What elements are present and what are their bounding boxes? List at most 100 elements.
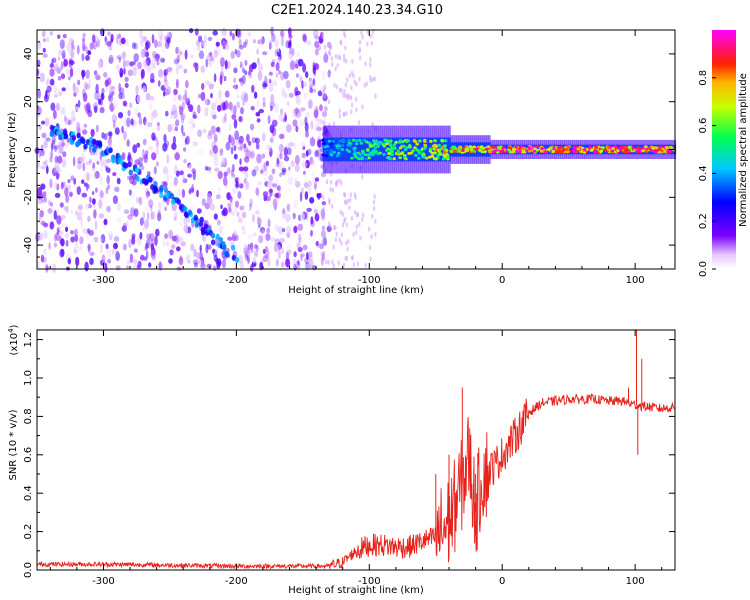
spectrogram-noise-blob (318, 118, 324, 125)
spectrogram-noise-blob (201, 39, 207, 48)
spectrogram-noise-blob (313, 208, 318, 215)
carrier-blob (394, 140, 398, 144)
spectrogram-noise-blob (304, 191, 309, 200)
spectrogram-noise-blob (297, 223, 304, 231)
spectrogram-noise-blob (295, 125, 299, 133)
spectrogram-noise-blob (207, 133, 213, 140)
carrier-blob (382, 152, 386, 156)
spectrogram-noise-blob (359, 235, 362, 241)
spectrogram-noise-blob (83, 45, 88, 51)
spectrogram-noise-blob (276, 47, 280, 53)
spectrogram-noise-blob (330, 56, 334, 62)
spectrogram-noise-blob (140, 48, 146, 58)
carrier-blob (389, 139, 393, 143)
spectrogram-noise-blob (299, 191, 303, 202)
spectrogram-noise-blob (82, 92, 88, 103)
spectrogram-track-blob (123, 162, 129, 169)
spectrogram-noise-blob (262, 51, 268, 56)
spectrogram-noise-blob (295, 181, 301, 188)
spectrogram-noise-blob (280, 261, 285, 268)
spectrogram-noise-blob (245, 179, 248, 189)
carrier-blob (340, 148, 345, 151)
carrier-blob (469, 148, 474, 151)
spectrogram-noise-blob (243, 149, 247, 155)
spectrogram-noise-blob (328, 221, 331, 227)
spectrogram-noise-blob (272, 119, 278, 128)
spectrogram-noise-blob (154, 235, 158, 246)
spectrogram-noise-blob (301, 160, 307, 169)
spectrogram-noise-blob (304, 116, 308, 126)
spectrogram-noise-blob (233, 67, 238, 74)
spectrogram-noise-blob (165, 110, 169, 117)
spectrogram-noise-blob (105, 167, 111, 174)
carrier-band (645, 144, 649, 155)
spectrogram-noise-blob (230, 135, 234, 142)
carrier-blob (458, 147, 463, 151)
spectrogram-noise-blob (64, 114, 67, 122)
carrier-blob (422, 155, 426, 159)
spectrogram-noise-blob (118, 82, 122, 93)
spectrogram-noise-blob (157, 122, 160, 127)
carrier-blob (392, 157, 397, 161)
spectrogram-noise-blob (229, 30, 233, 37)
spectrogram-noise-blob (255, 112, 259, 117)
spectrogram-noise-blob (53, 84, 57, 94)
carrier-blob (376, 142, 381, 146)
spectrogram-noise-blob (72, 156, 76, 167)
spectrogram-noise-blob (106, 175, 110, 184)
spectrogram-noise-blob (345, 77, 349, 83)
spectrogram-noise-blob (136, 94, 142, 104)
spectrogram-noise-blob (63, 206, 67, 211)
spectrogram-noise-blob (105, 243, 109, 250)
spectrogram-noise-blob (339, 209, 342, 215)
spectrogram-track-blob (111, 157, 116, 164)
carrier-blob (443, 144, 447, 148)
spectrogram-track-blob (153, 186, 159, 193)
spectrogram-noise-blob (81, 41, 86, 52)
spectrogram-noise-blob (204, 97, 208, 105)
spectrogram-y-tick-label: -20 (23, 189, 34, 205)
spectrogram-noise-blob (345, 255, 348, 261)
spectrogram-noise-blob (244, 156, 250, 163)
carrier-blob (351, 138, 356, 142)
spectrogram-noise-blob (281, 228, 286, 233)
spectrogram-noise-blob (172, 180, 176, 188)
spectrogram-noise-blob (250, 105, 255, 111)
carrier-blob (347, 143, 352, 147)
spectrogram-track-blob (143, 179, 149, 186)
spectrogram-noise-blob (350, 85, 353, 91)
spectrogram-noise-blob (223, 76, 227, 82)
spectrogram-noise-blob (260, 229, 266, 238)
spectrogram-noise-blob (143, 85, 146, 94)
carrier-blob (440, 145, 445, 149)
carrier-blob (540, 147, 544, 150)
carrier-blob (418, 139, 422, 143)
carrier-blob (353, 154, 358, 158)
spectrogram-noise-blob (93, 236, 99, 243)
spectrogram-noise-blob (104, 79, 109, 88)
carrier-blob (408, 144, 412, 148)
spectrogram-noise-blob (122, 51, 126, 60)
spectrogram-noise-blob (78, 245, 83, 252)
spectrogram-noise-blob (99, 190, 104, 199)
spectrogram-noise-blob (156, 261, 159, 268)
spectrogram-noise-blob (274, 102, 279, 113)
spectrogram-noise-blob (107, 131, 113, 137)
carrier-blob (329, 149, 333, 153)
spectrogram-noise-blob (221, 156, 226, 165)
spectrogram-noise-blob (295, 95, 301, 106)
spectrogram-noise-blob (240, 61, 243, 69)
spectrogram-noise-blob (351, 102, 354, 108)
spectrogram-noise-blob (327, 259, 330, 265)
spectrogram-noise-blob (213, 73, 217, 83)
spectrogram-noise-blob (129, 102, 133, 109)
spectrogram-noise-blob (143, 219, 150, 229)
spectrogram-noise-blob (222, 157, 228, 168)
carrier-blob (491, 150, 496, 154)
spectrogram-noise-blob (100, 244, 103, 254)
spectrogram-noise-blob (197, 93, 203, 99)
carrier-band (376, 137, 379, 162)
spectrogram-noise-blob (43, 248, 47, 255)
spectrogram-noise-blob (235, 94, 240, 99)
spectrogram-noise-blob (305, 150, 309, 157)
